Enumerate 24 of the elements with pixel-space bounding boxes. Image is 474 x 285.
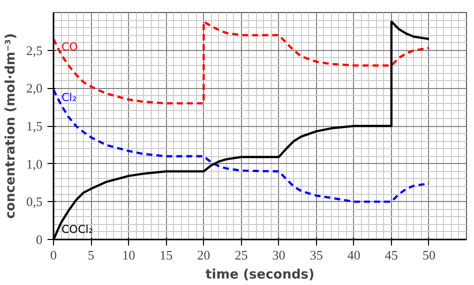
x-tick-label: 30 bbox=[272, 248, 286, 262]
line-series bbox=[54, 20, 430, 104]
series-label: Cl₂ bbox=[62, 91, 77, 104]
y-tick-label: 0,5 bbox=[26, 194, 42, 210]
x-tick-label: 10 bbox=[122, 248, 136, 262]
y-axis-title: concentration (mol·dm⁻³) bbox=[3, 33, 18, 219]
x-tick-label: 45 bbox=[384, 248, 398, 262]
x-axis-title: time (seconds) bbox=[206, 268, 314, 282]
x-tick-label: 35 bbox=[310, 248, 323, 262]
x-tick-label: 15 bbox=[160, 248, 173, 262]
y-tick-label: 2,0 bbox=[26, 80, 42, 96]
x-tick-label: 25 bbox=[234, 248, 248, 262]
y-tick-label: 0 bbox=[36, 232, 42, 247]
x-tick-label: 50 bbox=[422, 248, 436, 262]
x-tick-label: 5 bbox=[88, 248, 94, 262]
y-tick-label: 1,0 bbox=[26, 156, 42, 172]
x-tick-label: 0 bbox=[50, 248, 57, 262]
x-tick-label: 40 bbox=[347, 248, 360, 262]
series-label: COCl₂ bbox=[62, 223, 93, 236]
line-series bbox=[54, 88, 430, 203]
x-tick-label: 20 bbox=[197, 248, 210, 262]
series-label: CO bbox=[62, 40, 78, 54]
y-tick-label: 1,5 bbox=[26, 118, 42, 134]
y-tick-label: 2,5 bbox=[26, 42, 42, 58]
